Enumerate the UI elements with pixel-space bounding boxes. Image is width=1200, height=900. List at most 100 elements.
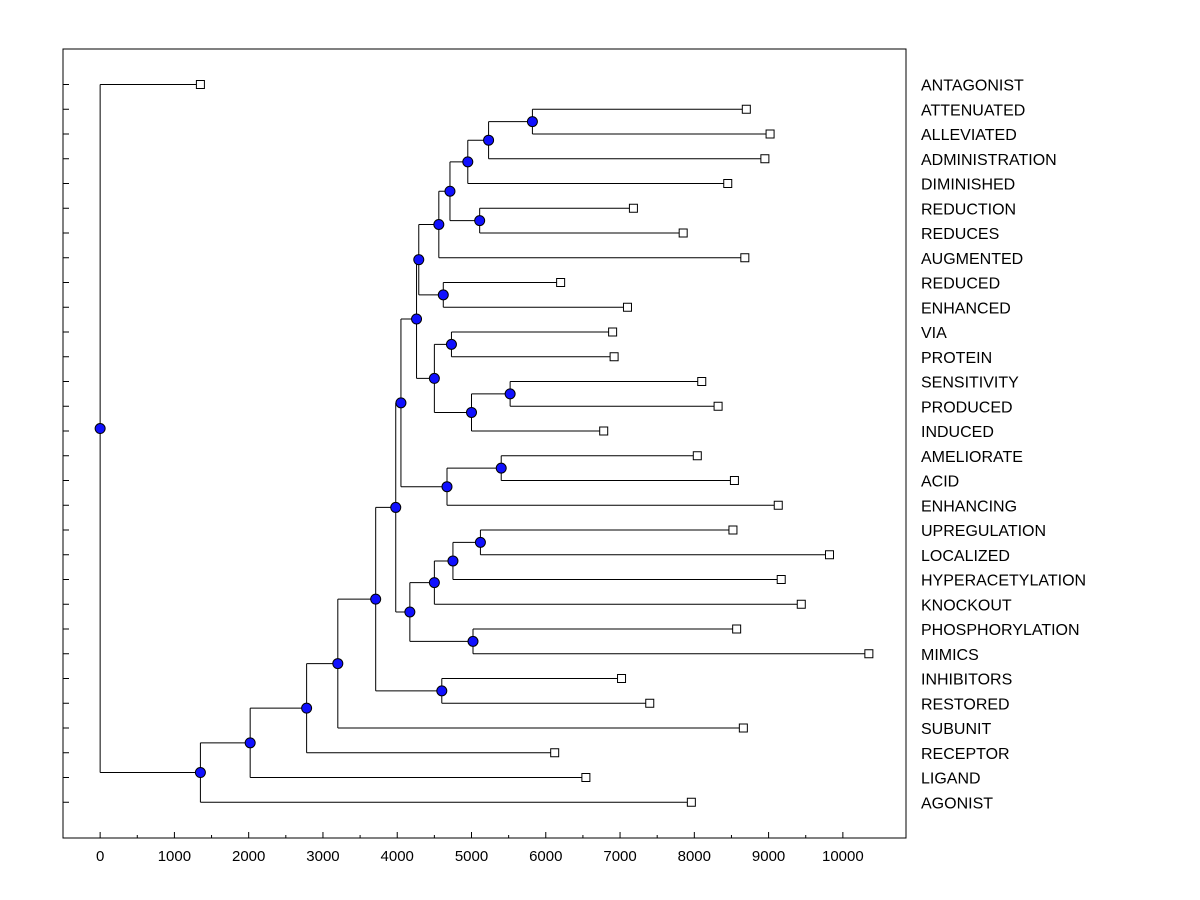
leaf-marker (765, 129, 775, 139)
leaf-label: KNOCKOUT (921, 597, 1012, 614)
x-axis: 0 1000 2000 3000 4000 5000 6000 7000 8000 9000 100… (96, 832, 864, 865)
leaf-label: INHIBITORS (921, 672, 1012, 689)
leaf-marker (678, 228, 688, 238)
leaf-marker (729, 476, 739, 485)
leaf-marker (864, 649, 874, 659)
merge-nodes (94, 116, 538, 779)
leaf-markers (195, 80, 874, 807)
leaf-label: SUBUNIT (921, 721, 991, 738)
leaf-marker (732, 624, 742, 634)
leaf-label: ALLEVIATED (921, 127, 1017, 144)
leaf-labels: ANTAGONIST ATTENUATED ALLEVIATED ADMINISTRA… (921, 78, 1086, 813)
x-tick-label: 7000 (603, 848, 636, 865)
leaf-label: ADMINISTRATION (921, 152, 1057, 169)
merge-node (466, 406, 478, 418)
leaf-marker (622, 302, 632, 312)
x-tick-label: 1000 (158, 848, 191, 865)
leaf-label: ACID (921, 474, 959, 491)
x-tick-label: 10000 (822, 848, 864, 865)
merge-node (411, 313, 423, 325)
merge-node (244, 737, 256, 749)
merge-node (428, 577, 440, 589)
leaf-label: PROTEIN (921, 350, 992, 367)
leaf-label: PRODUCED (921, 399, 1013, 416)
leaf-marker (556, 278, 566, 287)
leaf-marker (776, 575, 786, 584)
merge-node (467, 635, 479, 647)
leaf-marker (824, 550, 834, 560)
leaf-marker (796, 599, 806, 609)
leaf-marker (628, 203, 638, 213)
leaf-marker (550, 748, 560, 758)
leaf-label: SENSITIVITY (921, 375, 1019, 392)
leaf-marker (773, 500, 783, 510)
x-tick-label: 3000 (306, 848, 339, 865)
merge-node (433, 218, 445, 230)
merge-node (462, 156, 474, 168)
merge-node (390, 501, 402, 513)
merge-node (474, 215, 486, 227)
merge-node (428, 372, 440, 384)
leaf-marker (692, 451, 702, 461)
x-tick-label: 8000 (678, 848, 711, 865)
x-tick-label: 4000 (381, 848, 414, 865)
leaf-label: REDUCES (921, 226, 999, 243)
leaf-marker (645, 698, 655, 708)
leaf-label: REDUCED (921, 276, 1000, 293)
merge-node (447, 555, 459, 567)
merge-node (445, 338, 457, 350)
merge-node (495, 462, 507, 474)
leaf-label: UPREGULATION (921, 523, 1046, 540)
leaf-label: RECEPTOR (921, 746, 1010, 763)
merge-node (504, 388, 516, 400)
merge-node (474, 536, 486, 548)
merge-node (332, 658, 344, 670)
merge-node (436, 685, 448, 697)
x-tick-label: 0 (96, 848, 104, 865)
leaf-marker (713, 401, 723, 411)
leaf-marker (738, 723, 748, 733)
leaf-marker (617, 674, 627, 683)
leaf-marker (195, 80, 205, 89)
leaf-label: AUGMENTED (921, 251, 1023, 268)
leaf-label: ATTENUATED (921, 102, 1025, 119)
leaf-marker (608, 327, 618, 337)
y-axis-ticks (63, 84, 69, 803)
merge-node (404, 606, 416, 618)
leaf-marker (697, 377, 707, 386)
x-tick-label: 6000 (529, 848, 562, 865)
merge-node (444, 185, 456, 197)
leaf-marker (741, 104, 751, 114)
merge-node (194, 767, 206, 779)
merge-node (413, 254, 425, 266)
leaf-label: INDUCED (921, 424, 994, 441)
leaf-label: VIA (921, 325, 947, 342)
merge-node (483, 134, 495, 146)
leaf-marker (740, 253, 750, 263)
leaf-marker (723, 179, 733, 188)
x-tick-label: 9000 (752, 848, 785, 865)
leaf-label: PHOSPHORYLATION (921, 622, 1080, 639)
leaf-marker (686, 797, 696, 807)
leaf-label: RESTORED (921, 696, 1010, 713)
leaf-label: MIMICS (921, 647, 979, 664)
leaf-marker (609, 352, 619, 362)
merge-node (441, 481, 453, 493)
merge-node (370, 593, 382, 605)
dendrogram-lines (99, 84, 869, 803)
leaf-label: ENHANCING (921, 498, 1017, 515)
leaf-label: REDUCTION (921, 201, 1016, 218)
plot-frame (62, 48, 907, 839)
leaf-label: LOCALIZED (921, 548, 1010, 565)
leaf-label: HYPERACETYLATION (921, 573, 1086, 590)
merge-node (94, 423, 106, 435)
leaf-label: AGONIST (921, 795, 993, 812)
leaf-label: AMELIORATE (921, 449, 1023, 466)
merge-node (437, 289, 449, 301)
x-tick-label: 2000 (232, 848, 265, 865)
leaf-marker (599, 426, 609, 436)
merge-node (301, 702, 313, 714)
leaf-marker (581, 773, 591, 782)
x-tick-label: 5000 (455, 848, 488, 865)
